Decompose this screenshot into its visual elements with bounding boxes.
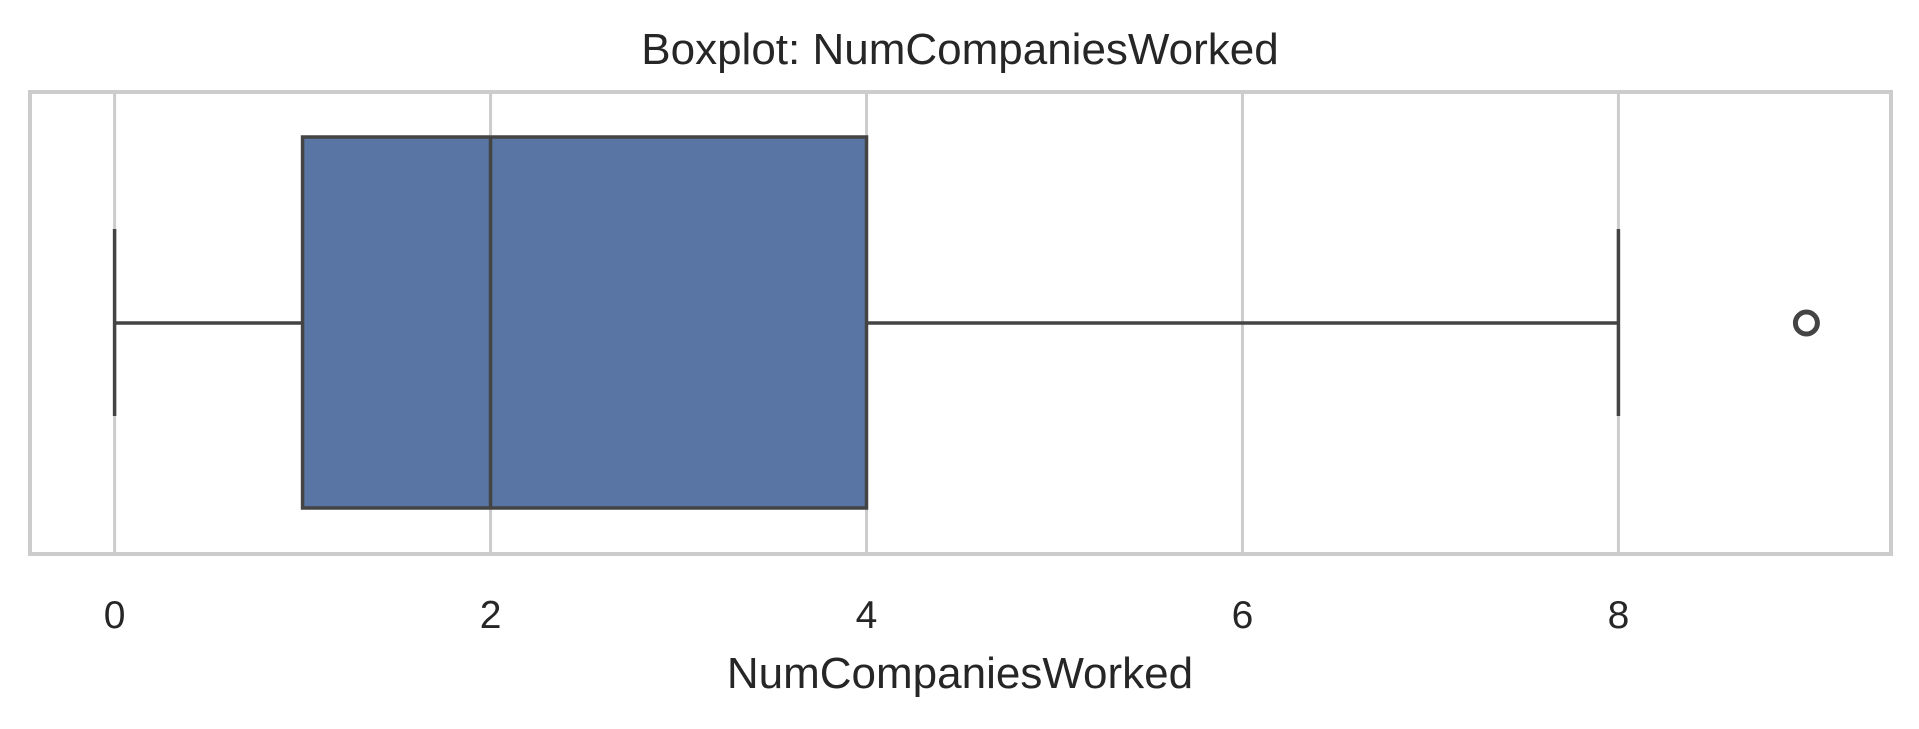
- plot-frame: [28, 90, 1893, 556]
- chart-title: Boxplot: NumCompaniesWorked: [641, 25, 1278, 74]
- x-tick-label: 2: [480, 594, 502, 637]
- x-tick-label: 6: [1232, 594, 1254, 637]
- outlier-point: [1792, 309, 1820, 337]
- iqr-box: [300, 135, 869, 510]
- boxplot-group: [112, 135, 1820, 510]
- x-tick-label: 4: [856, 594, 878, 637]
- x-axis-label: NumCompaniesWorked: [727, 649, 1193, 698]
- x-tick-label: 8: [1608, 594, 1630, 637]
- x-tick-label: 0: [104, 594, 126, 637]
- x-tick-labels: 0 2 4 6 8: [104, 594, 1630, 637]
